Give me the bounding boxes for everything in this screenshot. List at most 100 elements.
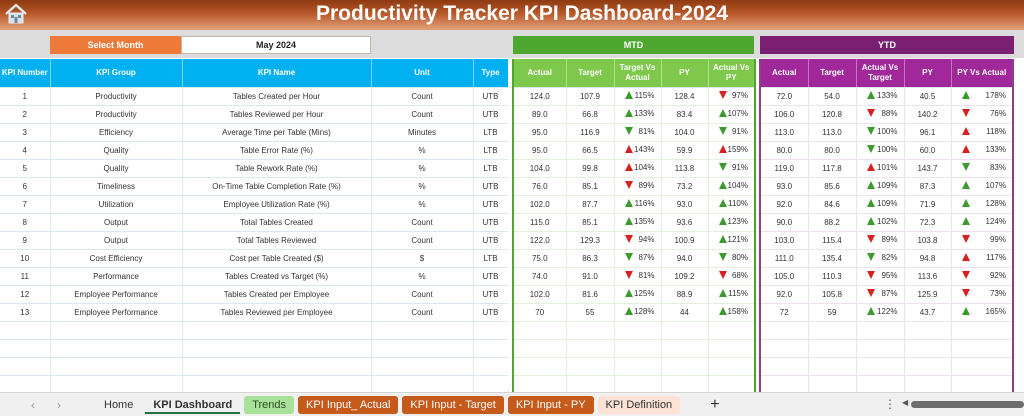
empty-cell[interactable] <box>50 321 183 340</box>
empty-cell[interactable] <box>661 357 709 376</box>
mtd-actual-vs-py: 159% <box>709 145 755 154</box>
kpi-name: Total Tables Created <box>182 213 372 232</box>
empty-cell[interactable] <box>661 339 709 358</box>
mtd-target-vs-actual-value: 128% <box>634 306 655 316</box>
table-row: 2 Productivity Tables Reviewed per Hour Cou… <box>0 105 509 124</box>
scroll-left-arrow-icon[interactable]: ◀ <box>902 398 909 407</box>
empty-cell[interactable] <box>566 375 615 394</box>
add-sheet-button[interactable]: + <box>710 395 720 413</box>
ytd-actual-vs-target-cell: 122% <box>856 303 905 322</box>
empty-cell[interactable] <box>856 321 905 340</box>
empty-cell[interactable] <box>0 321 51 340</box>
empty-cell[interactable] <box>904 375 952 394</box>
empty-cell[interactable] <box>0 375 51 394</box>
empty-cell[interactable] <box>513 375 567 394</box>
ytd-py: 60.0 <box>904 141 952 160</box>
empty-cell[interactable] <box>473 375 509 394</box>
empty-cell[interactable] <box>513 357 567 376</box>
empty-cell[interactable] <box>371 357 474 376</box>
next-sheet-arrow-icon[interactable]: › <box>57 397 61 412</box>
empty-cell[interactable] <box>614 339 662 358</box>
empty-cell[interactable] <box>856 375 905 394</box>
empty-cell[interactable] <box>760 321 809 340</box>
mtd-actual-vs-py: 97% <box>709 91 755 100</box>
prev-sheet-arrow-icon[interactable]: ‹ <box>31 397 35 412</box>
ytd-py-vs-actual: 178% <box>952 91 1013 100</box>
sheet-tab-kpi-input-actual[interactable]: KPI Input_ Actual <box>298 395 399 414</box>
empty-cell[interactable] <box>708 357 756 376</box>
horizontal-scrollbar[interactable] <box>911 401 1024 408</box>
empty-cell[interactable] <box>513 339 567 358</box>
empty-cell[interactable] <box>760 375 809 394</box>
empty-cell[interactable] <box>566 339 615 358</box>
empty-cell[interactable] <box>708 375 756 394</box>
empty-cell[interactable] <box>513 321 567 340</box>
ytd-actual-vs-target-cell: 88% <box>856 105 905 124</box>
sheet-tab-kpi-input-target[interactable]: KPI Input - Target <box>402 395 504 414</box>
empty-cell[interactable] <box>661 375 709 394</box>
empty-cell[interactable] <box>661 321 709 340</box>
home-icon[interactable] <box>4 2 28 26</box>
empty-cell[interactable] <box>50 375 183 394</box>
empty-cell[interactable] <box>371 321 474 340</box>
empty-cell[interactable] <box>0 357 51 376</box>
empty-row <box>513 375 756 394</box>
month-dropdown[interactable]: May 2024 <box>181 36 371 54</box>
sheet-tab-home[interactable]: Home <box>104 398 134 411</box>
table-row: 119.0 117.8 101% 143.7 83% <box>760 159 1014 178</box>
ytd-py-vs-actual: 83% <box>952 163 1013 172</box>
empty-cell[interactable] <box>808 375 857 394</box>
empty-cell[interactable] <box>473 339 509 358</box>
arrow-up-green-icon <box>718 307 727 316</box>
empty-cell[interactable] <box>904 339 952 358</box>
arrow-up-green-icon <box>866 217 875 226</box>
empty-cell[interactable] <box>614 357 662 376</box>
empty-cell[interactable] <box>808 321 857 340</box>
arrow-down-green-icon <box>866 145 875 154</box>
empty-cell[interactable] <box>951 357 1014 376</box>
empty-cell[interactable] <box>614 375 662 394</box>
empty-cell[interactable] <box>760 357 809 376</box>
empty-cell[interactable] <box>951 321 1014 340</box>
sheet-tab-trends[interactable]: Trends <box>244 395 295 414</box>
arrow-down-red-icon <box>961 109 970 118</box>
empty-cell[interactable] <box>708 339 756 358</box>
empty-cell[interactable] <box>50 357 183 376</box>
empty-cell[interactable] <box>856 339 905 358</box>
mtd-target-vs-actual-value: 87% <box>638 252 655 262</box>
empty-cell[interactable] <box>50 339 183 358</box>
empty-cell[interactable] <box>904 321 952 340</box>
empty-cell[interactable] <box>0 339 51 358</box>
empty-cell[interactable] <box>566 357 615 376</box>
empty-cell[interactable] <box>473 357 509 376</box>
empty-cell[interactable] <box>182 375 372 394</box>
empty-cell[interactable] <box>856 357 905 376</box>
ytd-target: 113.0 <box>808 123 857 142</box>
empty-cell[interactable] <box>951 375 1014 394</box>
mtd-actual-vs-py-cell: 158% <box>708 303 756 322</box>
empty-cell[interactable] <box>371 375 474 394</box>
mtd-py: 100.9 <box>661 231 709 250</box>
empty-cell[interactable] <box>473 321 509 340</box>
empty-cell[interactable] <box>760 339 809 358</box>
sheet-tab-kpi-dashboard[interactable]: KPI Dashboard <box>145 396 241 414</box>
more-options-icon[interactable]: ⋮ <box>884 397 896 411</box>
empty-cell[interactable] <box>808 339 857 358</box>
empty-cell[interactable] <box>614 321 662 340</box>
arrow-up-green-icon <box>961 91 970 100</box>
mtd-section-header: MTD <box>513 36 754 54</box>
ytd-py-vs-actual-value: 124% <box>985 216 1006 226</box>
sheet-tab-kpi-definition[interactable]: KPI Definition <box>597 395 681 414</box>
mtd-target: 85.1 <box>566 177 615 196</box>
empty-cell[interactable] <box>182 321 372 340</box>
empty-cell[interactable] <box>708 321 756 340</box>
kpi-type: UTB <box>473 303 509 322</box>
empty-cell[interactable] <box>182 339 372 358</box>
empty-cell[interactable] <box>371 339 474 358</box>
empty-cell[interactable] <box>566 321 615 340</box>
empty-cell[interactable] <box>182 357 372 376</box>
empty-cell[interactable] <box>808 357 857 376</box>
empty-cell[interactable] <box>904 357 952 376</box>
sheet-tab-kpi-input-py[interactable]: KPI Input - PY <box>507 395 594 414</box>
empty-cell[interactable] <box>951 339 1014 358</box>
